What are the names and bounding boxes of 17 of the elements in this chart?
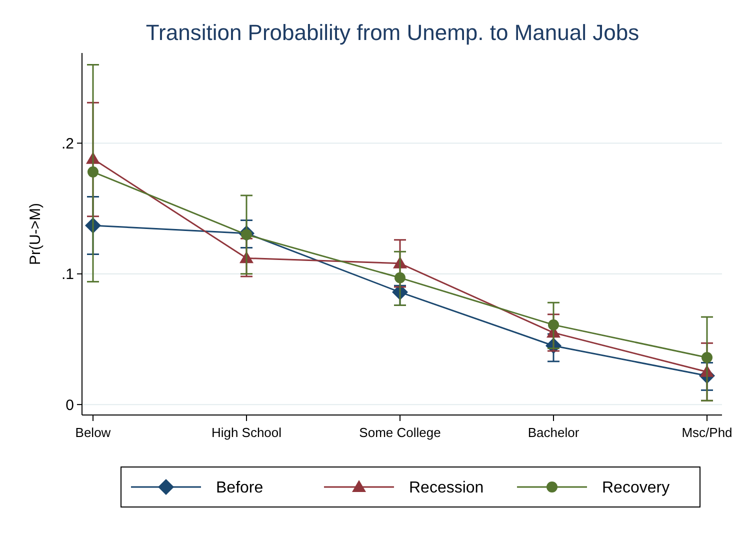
point <box>702 352 712 363</box>
x-tick-label: Bachelor <box>528 425 580 440</box>
legend-label: Before <box>216 480 264 497</box>
x-tick-label: Below <box>75 425 112 440</box>
point <box>394 272 406 284</box>
y-tick-label: .2 <box>61 135 74 152</box>
legend-label: Recovery <box>602 480 670 497</box>
x-tick-label: Msc/Phd <box>682 425 732 440</box>
x-tick-label: High School <box>211 425 282 440</box>
y-axis-title: Pr(U->M) <box>27 202 44 266</box>
point <box>88 166 98 178</box>
x-tick-label: Some College <box>359 425 441 440</box>
y-tick-label: .1 <box>61 266 74 284</box>
point <box>548 319 559 330</box>
chart-title: Transition Probability from Unemp. to Manual Jobs <box>146 20 640 45</box>
y-tick-label: 0 <box>66 396 74 414</box>
legend-label: Recession <box>409 480 484 497</box>
